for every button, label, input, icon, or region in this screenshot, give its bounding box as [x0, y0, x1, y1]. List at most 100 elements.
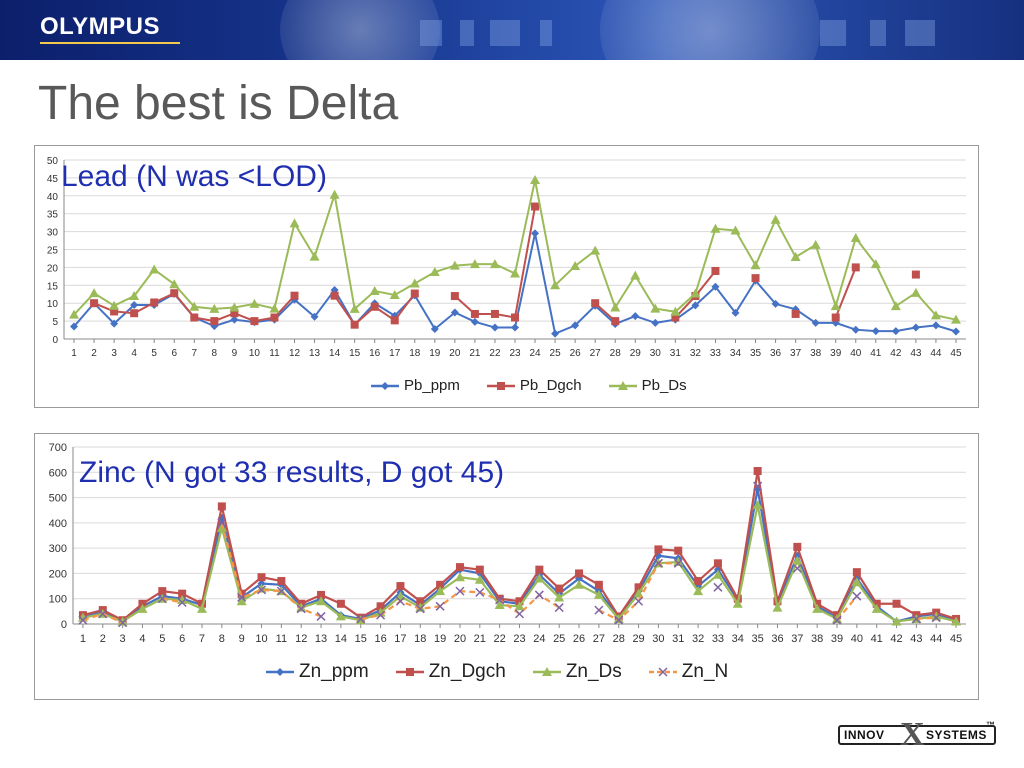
- lead-legend-swatch: [371, 381, 399, 390]
- lead-series-pb-ppm-point: [571, 321, 580, 330]
- lead-series-pb-dgch-point: [290, 291, 299, 300]
- lead-series-pb-ppm-point: [70, 322, 79, 331]
- zinc-x-tick-label: 2: [100, 633, 106, 645]
- lead-x-tick-label: 1: [71, 348, 77, 359]
- zinc-series-zn-n-point: [316, 611, 326, 621]
- zinc-series-zn-n-line: [598, 562, 679, 622]
- lead-series-pb-dgch-point: [851, 263, 860, 272]
- zinc-series-zn-n-line: [220, 522, 322, 618]
- lead-series-pb-ds-point: [770, 214, 781, 224]
- lead-legend-swatch: [608, 380, 637, 390]
- lead-series-pb-dgch-point: [671, 313, 680, 322]
- zinc-series-zn-n-point: [554, 603, 564, 613]
- lead-series-pb-ds-point: [109, 300, 120, 310]
- zinc-x-tick-label: 22: [494, 633, 506, 645]
- lead-y-tick-label: 45: [47, 174, 59, 185]
- lead-x-tick-label: 3: [111, 348, 117, 359]
- zinc-series-zn-n-line: [162, 597, 183, 604]
- zinc-x-tick-label: 8: [219, 633, 225, 645]
- zinc-x-tick-label: 13: [315, 633, 327, 645]
- lead-x-tick-label: 11: [269, 348, 280, 359]
- lead-x-tick-label: 2: [91, 348, 97, 359]
- lead-series-pb-ds-point: [630, 270, 641, 280]
- lead-series-pb-ds-point: [289, 218, 300, 228]
- zinc-series-zn-dgch-point: [515, 597, 524, 606]
- lead-series-pb-ds-point: [610, 302, 621, 312]
- zinc-x-tick-label: 5: [159, 633, 165, 645]
- lead-series-pb-dgch-point: [230, 309, 239, 318]
- zinc-series-zn-ds-point: [454, 572, 465, 582]
- lead-series-pb-dgch-point: [350, 320, 359, 329]
- lead-legend-swatch-marker: [381, 381, 389, 390]
- lead-series-pb-ppm-point: [911, 323, 920, 332]
- zinc-series-zn-n-point: [256, 585, 267, 595]
- zinc-x-tick-label: 14: [335, 633, 347, 645]
- lead-x-tick-label: 9: [232, 348, 238, 359]
- zinc-series-zn-n-point: [276, 586, 286, 596]
- brand-logo: OLYMPUS: [40, 13, 160, 40]
- zinc-series-zn-dgch-point: [376, 602, 385, 611]
- lead-series-pb-ds-point: [530, 175, 541, 185]
- lead-y-tick-label: 40: [47, 192, 59, 203]
- lead-series-pb-dgch-point: [90, 299, 99, 308]
- lead-chart-legend: Pb_ppm Pb_Dgch Pb_Ds: [370, 377, 713, 394]
- logo-text-right: SYSTEMS: [926, 728, 987, 742]
- lead-series-pb-ds-point: [69, 309, 80, 319]
- zinc-series-zn-n-point: [217, 518, 227, 528]
- lead-series-pb-dgch-point: [911, 270, 920, 279]
- zinc-series-zn-n-point: [534, 590, 544, 600]
- logo-text-left: INNOV: [844, 728, 885, 742]
- lead-series-pb-ds-point: [830, 301, 841, 311]
- zinc-x-tick-label: 3: [120, 633, 126, 645]
- lead-series-pb-ppm-point: [511, 323, 519, 332]
- zinc-x-tick-label: 36: [771, 633, 783, 645]
- lead-x-tick-label: 31: [670, 348, 682, 359]
- zinc-series-zn-n-point: [177, 597, 187, 608]
- zinc-y-tick-label: 200: [49, 568, 67, 580]
- lead-x-tick-label: 4: [131, 348, 137, 359]
- lead-x-tick-label: 6: [171, 348, 177, 359]
- lead-series-pb-ds-point: [550, 280, 561, 290]
- zinc-legend-label: Zn_ppm: [299, 661, 369, 682]
- zinc-x-tick-label: 11: [276, 633, 287, 645]
- zinc-y-tick-label: 300: [49, 543, 67, 555]
- zinc-legend-swatch: [395, 668, 424, 676]
- zinc-x-tick-label: 12: [295, 633, 307, 645]
- zinc-series-zn-dgch-point: [575, 569, 584, 578]
- zinc-x-tick-label: 34: [732, 633, 744, 645]
- lead-series-pb-ds-point: [710, 223, 721, 233]
- lead-series-pb-ppm-point: [851, 325, 860, 334]
- lead-x-tick-label: 36: [770, 348, 782, 359]
- lead-series-pb-ppm-point: [230, 315, 239, 324]
- zinc-series-zn-n-point: [376, 610, 386, 620]
- lead-y-tick-label: 20: [47, 263, 59, 274]
- lead-y-tick-label: 25: [47, 246, 59, 257]
- zinc-series-zn-ds-point: [177, 594, 188, 604]
- lead-series-pb-ppm-point: [110, 319, 119, 328]
- lead-x-tick-label: 18: [409, 348, 421, 359]
- zinc-series-zn-ds-point: [851, 577, 862, 587]
- zinc-series-zn-n-point: [514, 609, 525, 619]
- lead-series-pb-ds-point: [730, 225, 741, 235]
- lead-series-pb-ds-point: [309, 251, 320, 261]
- zinc-x-tick-label: 44: [930, 633, 942, 645]
- zinc-y-tick-label: 400: [49, 518, 67, 530]
- zinc-legend-swatch: [648, 667, 677, 677]
- lead-series-pb-ds-point: [129, 291, 140, 301]
- lead-series-pb-ds-point: [870, 259, 881, 269]
- zinc-series-zn-dgch-point: [416, 597, 425, 606]
- zinc-series-zn-dgch-point: [852, 568, 861, 577]
- zinc-series-zn-ds-point: [593, 589, 604, 599]
- lead-series-pb-dgch-point: [130, 309, 139, 318]
- page-title: The best is Delta: [38, 77, 399, 130]
- lead-series-pb-ppm-point: [310, 312, 319, 321]
- zinc-y-tick-label: 100: [49, 594, 67, 606]
- zinc-x-tick-label: 27: [593, 633, 605, 645]
- zinc-series-zn-ds-point: [613, 613, 624, 623]
- lead-series-pb-ppm-point: [771, 299, 780, 308]
- zinc-series-zn-n-point: [634, 596, 644, 606]
- zinc-series-zn-ds-point: [415, 602, 426, 612]
- lead-series-pb-dgch-point: [611, 317, 620, 326]
- lead-series-pb-ppm-point: [130, 300, 139, 309]
- lead-x-tick-label: 7: [192, 348, 198, 359]
